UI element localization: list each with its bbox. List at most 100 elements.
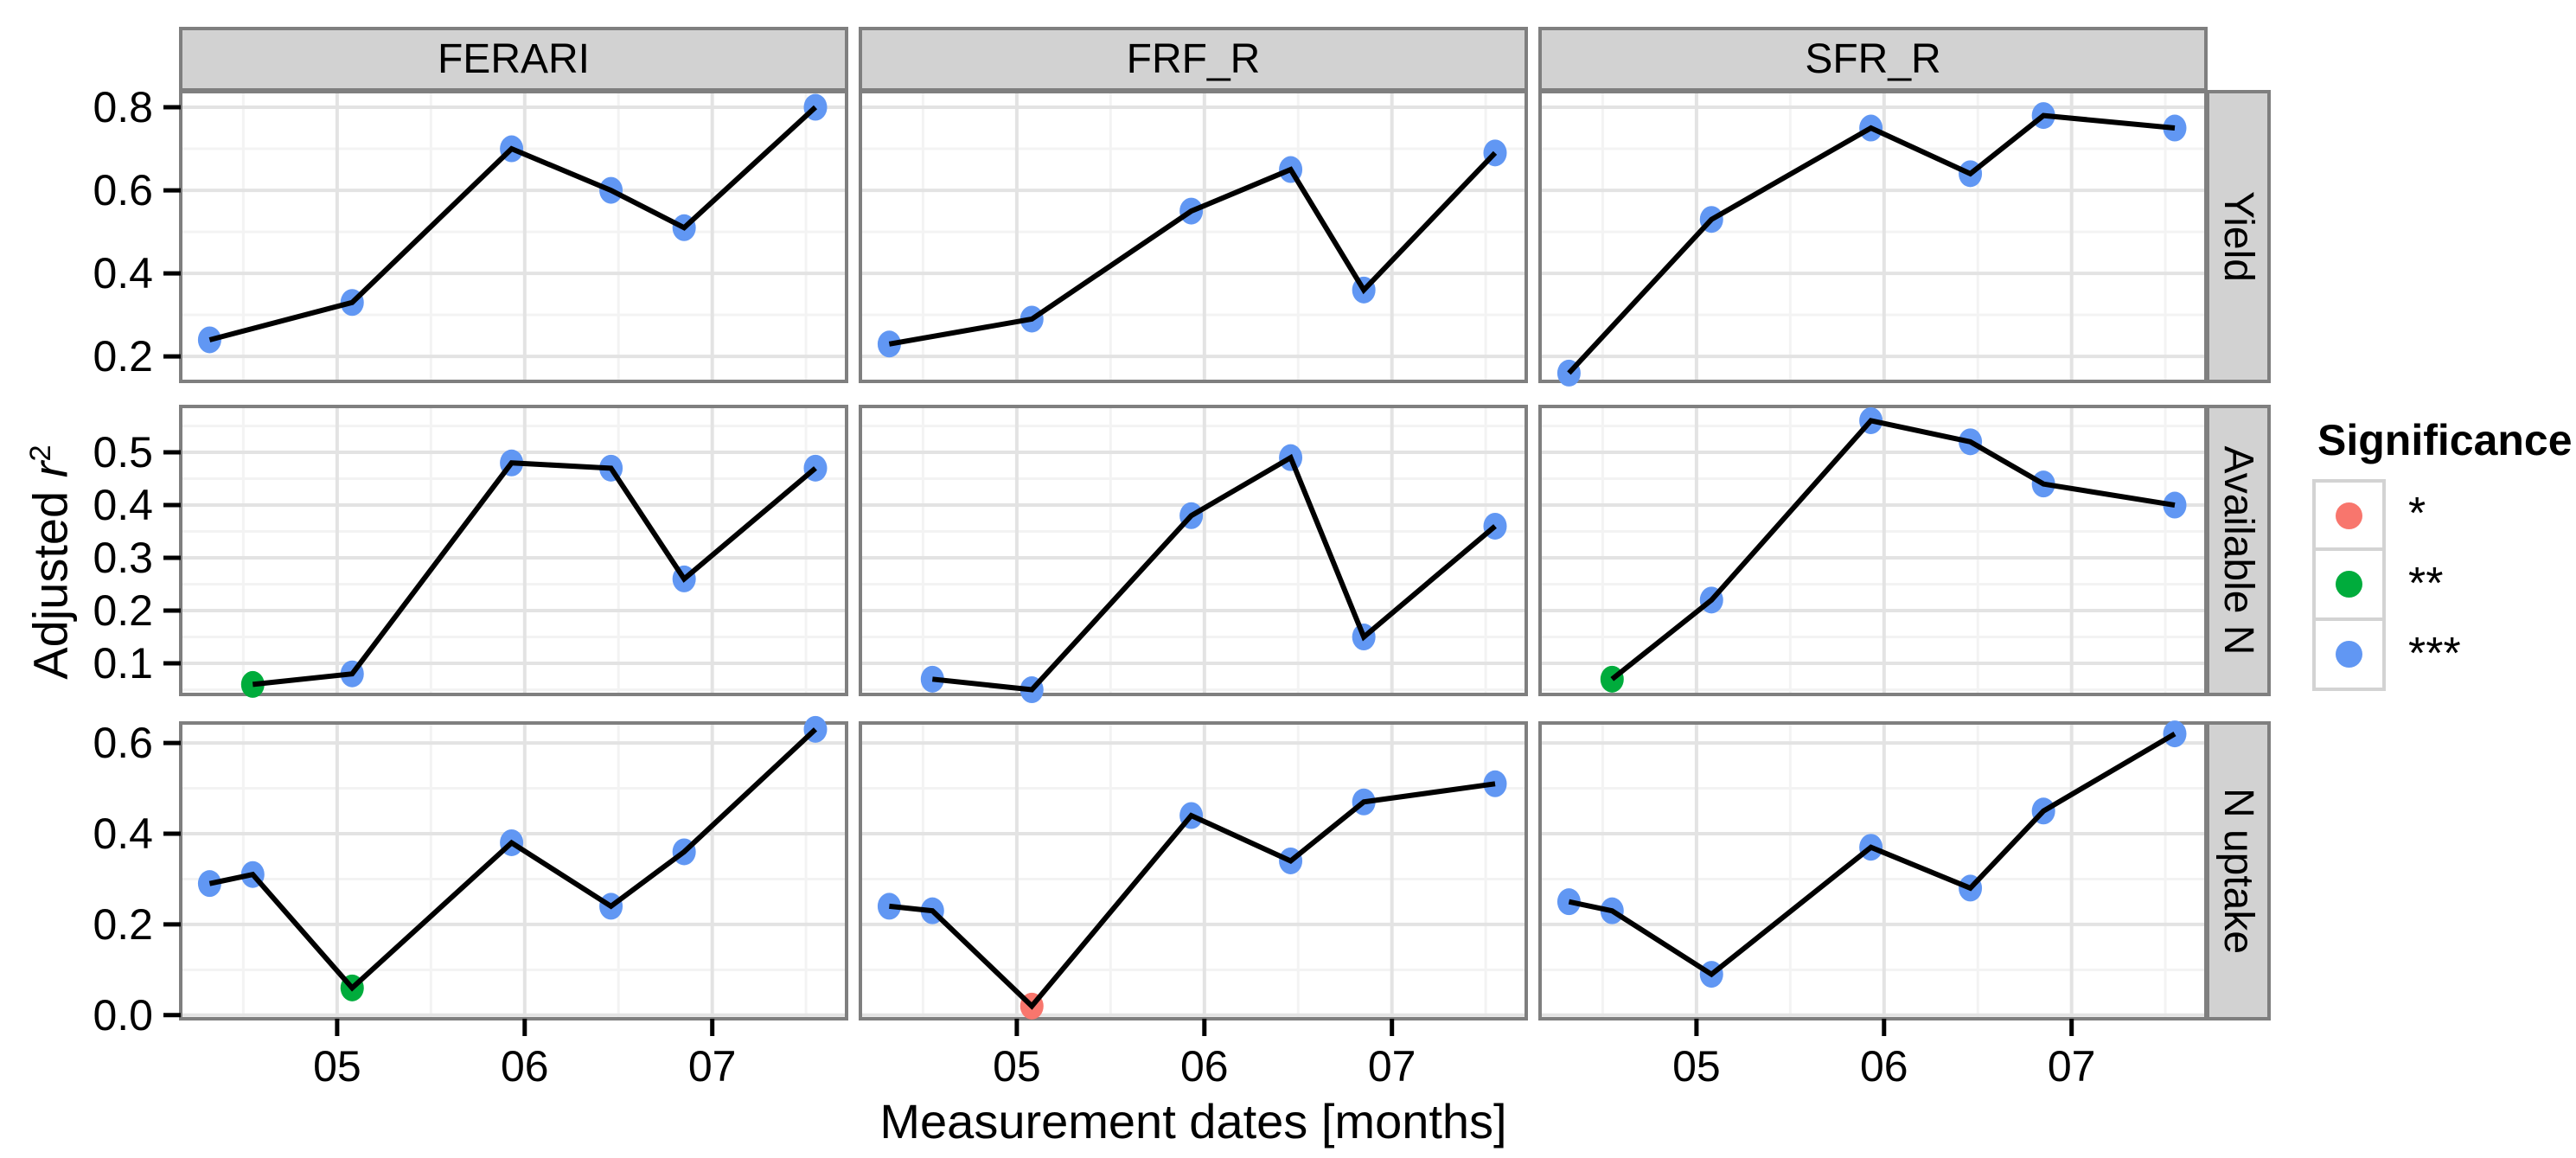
x-tick-label: 06 <box>1180 1042 1229 1091</box>
facet-row-strip-Yield: Yield <box>2206 90 2271 383</box>
legend-key-box <box>2312 479 2386 553</box>
panel-FRF_R-N-uptake <box>859 721 1528 1020</box>
y-tick-label: 0.6 <box>93 166 153 214</box>
y-axis-title-superscript: 2 <box>23 445 57 462</box>
series-FRF_R-Yield <box>877 139 1507 358</box>
panel-FERARI-N-uptake <box>179 721 848 1020</box>
series-SFR_R-Yield <box>1556 102 2187 387</box>
facet-row-strip <box>2206 90 2271 383</box>
panel-background <box>860 92 1526 381</box>
legend-keys: * ** *** <box>2312 479 2573 691</box>
series-FERARI-Available-N <box>240 449 828 698</box>
x-tick-label: 07 <box>688 1042 737 1091</box>
x-tick-label: 05 <box>993 1042 1041 1091</box>
panel-FRF_R-Available-N <box>859 405 1528 696</box>
y-tick-label: 0.4 <box>93 481 153 529</box>
panel-FRF_R-Yield <box>859 90 1528 383</box>
legend-dot <box>2336 502 2362 529</box>
trend-line <box>888 150 1498 347</box>
trend-line <box>208 105 818 342</box>
x-axis-title: Measurement dates [months] <box>879 1094 1507 1148</box>
facet-column-strip-FRF_R: FRF_R <box>859 27 1528 92</box>
y-tick-label: 0.8 <box>93 83 153 131</box>
panel-border <box>179 405 848 696</box>
facet-column-strip <box>1538 27 2208 92</box>
panel-border <box>859 405 1528 696</box>
panel-SFR_R-N-uptake <box>1538 721 2208 1020</box>
y-tick-label: 0.2 <box>93 586 153 635</box>
facet-column-strip <box>859 27 1528 92</box>
y-tick-label: 0.5 <box>93 428 153 477</box>
y-axis-title: Adjusted r2 <box>22 445 79 679</box>
legend-key: *** <box>2312 617 2573 691</box>
panel-border <box>859 721 1528 1020</box>
panel-FERARI-Yield <box>179 90 848 383</box>
facet-column-label: FRF_R <box>1127 36 1261 82</box>
legend-key: * <box>2312 479 2573 553</box>
panel-SFR_R-Available-N <box>1538 405 2208 696</box>
facet-column-label: SFR_R <box>1805 36 1940 82</box>
facet-row-strip <box>2206 721 2271 1020</box>
y-tick-label: 0.6 <box>93 719 153 767</box>
series-SFR_R-N-uptake <box>1556 720 2187 988</box>
x-tick-label: 05 <box>1672 1042 1721 1091</box>
trend-line <box>252 460 817 688</box>
panel-background <box>860 723 1526 1019</box>
trend-line <box>1567 112 2176 375</box>
facet-column-label: FERARI <box>438 36 590 82</box>
panel-background <box>181 723 847 1019</box>
y-tick-label: 0.2 <box>93 332 153 381</box>
facet-row-strip-Available-N: Available N <box>2206 405 2271 696</box>
legend-dot <box>2336 571 2362 598</box>
series-FRF_R-N-uptake <box>877 770 1507 1020</box>
y-axis-title-prefix: Adjusted <box>22 477 78 680</box>
facet-row-strip <box>2206 405 2271 696</box>
facet-row-label: N uptake <box>2215 788 2261 954</box>
facet-column-strip <box>179 27 848 92</box>
y-tick-label: 0.4 <box>93 249 153 297</box>
panel-background <box>1540 406 2206 694</box>
series-FERARI-Yield <box>197 93 828 354</box>
x-tick-label: 07 <box>2048 1042 2096 1091</box>
facet-column-strip-FERARI: FERARI <box>179 27 848 92</box>
legend-key-box <box>2312 617 2386 691</box>
x-tick-label: 05 <box>313 1042 361 1091</box>
series-FRF_R-Available-N <box>920 444 1507 704</box>
panel-border <box>179 721 848 1020</box>
y-tick-label: 0.3 <box>93 534 153 582</box>
legend-key-label: *** <box>2408 629 2461 679</box>
panel-background <box>860 406 1526 694</box>
legend-key-label: * <box>2408 489 2426 539</box>
facet-column-strip-SFR_R: SFR_R <box>1538 27 2208 92</box>
legend-dot <box>2336 641 2362 668</box>
legend-key-label: ** <box>2408 559 2444 609</box>
trend-line <box>1568 732 2176 978</box>
series-SFR_R-Available-N <box>1600 406 2187 693</box>
significance-legend: Significance * ** *** <box>2312 415 2573 691</box>
trend-line <box>1610 418 2176 681</box>
y-axis-title-symbol: r <box>22 461 78 478</box>
facet-row-label: Available N <box>2215 446 2261 656</box>
legend-key-box <box>2312 547 2386 621</box>
y-tick-label: 0.2 <box>93 900 153 949</box>
legend-title: Significance <box>2317 416 2573 464</box>
x-tick-label: 06 <box>1860 1042 1908 1091</box>
panel-FERARI-Available-N <box>179 405 848 696</box>
trend-line <box>931 453 1497 693</box>
panel-background <box>181 92 847 381</box>
panel-background <box>181 406 847 694</box>
y-tick-label: 0.0 <box>93 991 153 1040</box>
x-tick-label: 06 <box>501 1042 549 1091</box>
trend-line <box>889 781 1496 1010</box>
panel-background <box>1540 723 2206 1019</box>
series-FERARI-N-uptake <box>197 715 828 1001</box>
facet-row-label: Yield <box>2215 191 2261 282</box>
x-tick-label: 07 <box>1368 1042 1416 1091</box>
y-tick-label: 0.1 <box>93 639 153 688</box>
trend-line <box>208 727 818 992</box>
legend-key: ** <box>2312 547 2573 621</box>
panel-SFR_R-Yield <box>1538 90 2208 383</box>
facet-row-strip-N-uptake: N uptake <box>2206 721 2271 1020</box>
